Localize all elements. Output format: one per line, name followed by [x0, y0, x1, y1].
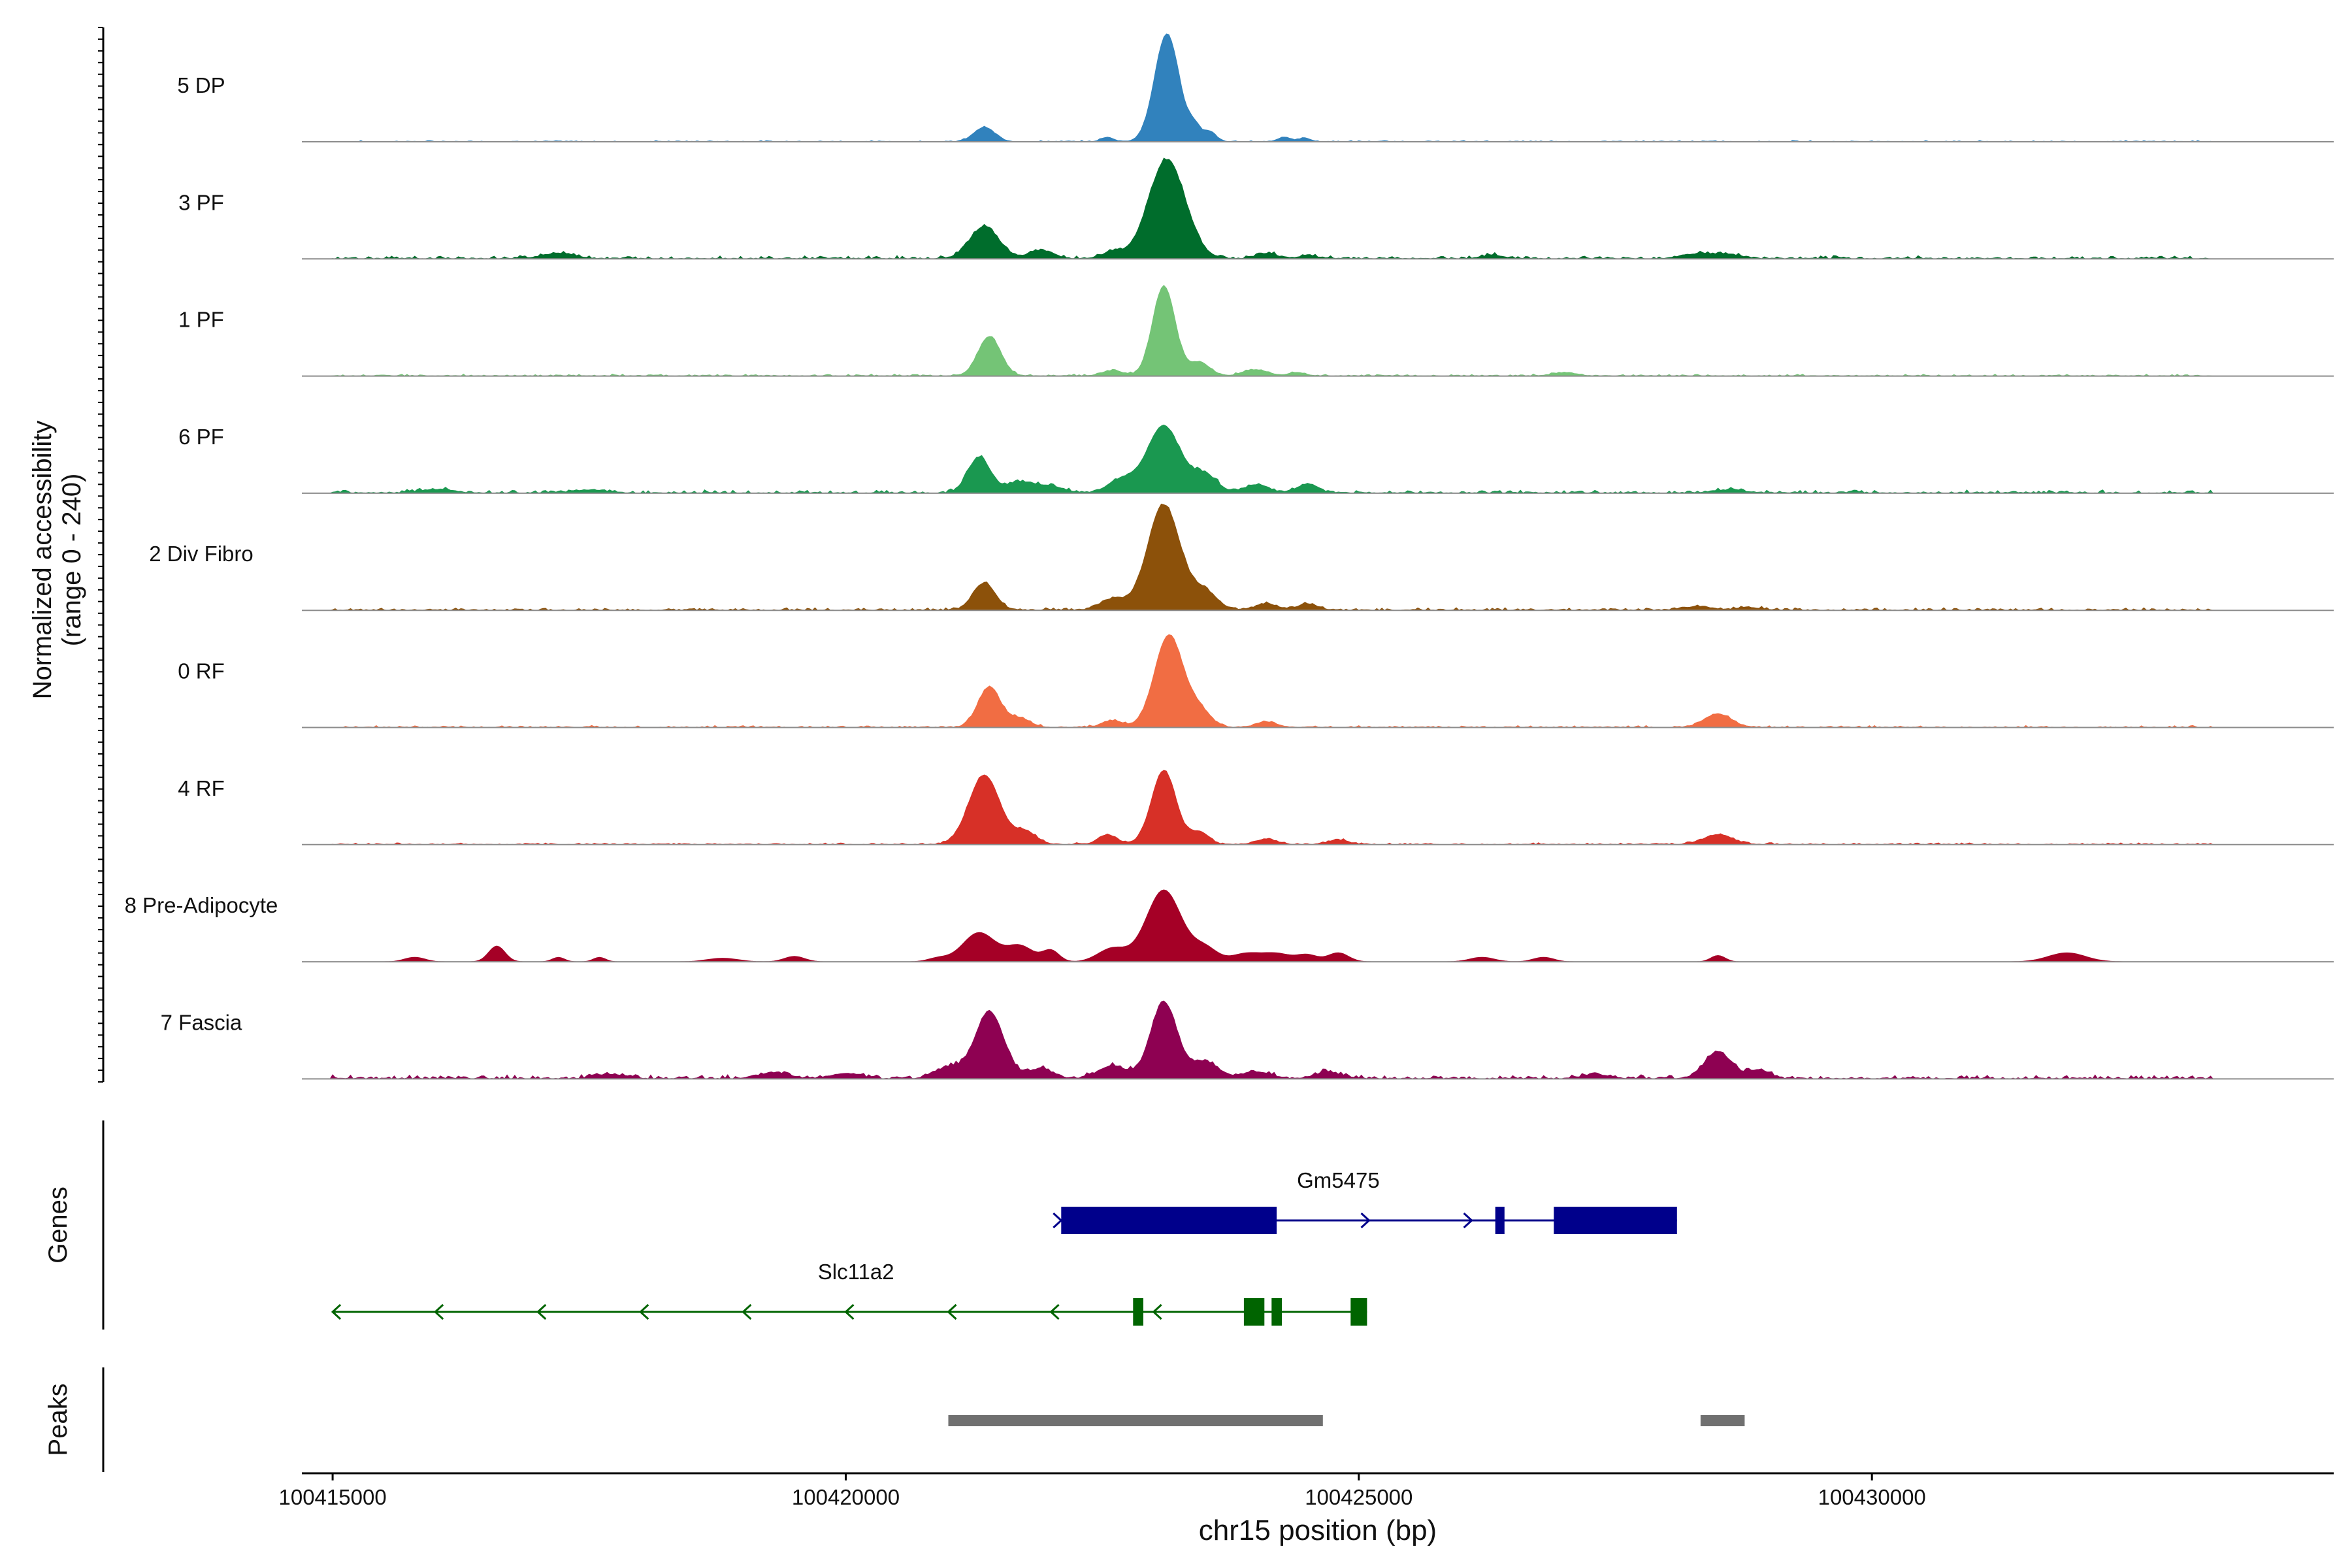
coverage-ylabel: Normalized accessibility [28, 421, 57, 700]
coverage-ylabel-range: (range 0 - 240) [57, 474, 86, 647]
exon [1495, 1207, 1505, 1234]
peak-region [1700, 1415, 1745, 1426]
coverage-tracks: 5 DP 3 PF 1 PF 6 PF 2 Div Fibro 0 RF 4 RF 8 Pre… [125, 33, 2334, 1080]
coverage-area [302, 889, 2242, 962]
track-2-div-fibro: 2 Div Fibro [149, 503, 2334, 612]
peaks-label: Peaks [44, 1383, 73, 1456]
track-3-pf: 3 PF [178, 157, 2334, 260]
track-label: 0 RF [178, 659, 225, 683]
track-0-rf: 0 RF [178, 634, 2334, 728]
coverage-y-ticks [98, 27, 103, 1083]
strand-arrow [331, 1303, 342, 1320]
coverage-area [302, 424, 2242, 494]
x-tick-label: 100425000 [1305, 1485, 1413, 1509]
strand-arrow [1463, 1212, 1473, 1229]
strand-arrow [1053, 1212, 1063, 1229]
track-label: 5 DP [177, 73, 225, 97]
track-1-pf: 1 PF [178, 284, 2334, 377]
exon [1133, 1298, 1143, 1326]
peak-region [948, 1415, 1323, 1426]
strand-arrow [947, 1303, 957, 1320]
coverage-y-axis [98, 27, 105, 1083]
x-axis-label: chr15 position (bp) [1199, 1514, 1437, 1546]
strand-arrow [1360, 1212, 1371, 1229]
coverage-area [302, 503, 2242, 611]
track-label: 7 Fascia [161, 1010, 242, 1034]
strand-arrow [639, 1303, 649, 1320]
track-label: 8 Pre-Adipocyte [125, 893, 278, 917]
track-7-fascia: 7 Fascia [161, 1000, 2334, 1080]
track-6-pf: 6 PF [178, 424, 2334, 494]
coverage-area [302, 284, 2242, 377]
strand-arrow [1049, 1303, 1060, 1320]
x-tick-label: 100430000 [1818, 1485, 1926, 1509]
track-8-pre-adipocyte: 8 Pre-Adipocyte [125, 889, 2334, 963]
coverage-area [302, 33, 2242, 142]
gene-tracks: Gm5475 Slc11a2 [331, 1168, 1677, 1326]
genes-panel: Genes Gm5475 Slc11a2 [44, 1120, 1677, 1330]
track-label: 4 RF [178, 776, 225, 800]
strand-arrow [742, 1303, 752, 1320]
track-label: 6 PF [178, 425, 224, 449]
x-ticks: 100415000 100420000 100425000 100430000 [279, 1473, 1926, 1509]
exon [1271, 1298, 1282, 1326]
coverage-area [302, 634, 2242, 728]
coverage-area [302, 770, 2242, 845]
genes-label: Genes [44, 1186, 73, 1264]
gene-slc11a2: Slc11a2 [331, 1260, 1367, 1326]
peak-regions [948, 1415, 1745, 1426]
exon [1243, 1298, 1265, 1326]
gene-name: Slc11a2 [818, 1260, 894, 1284]
track-label: 1 PF [178, 308, 224, 332]
track-4-rf: 4 RF [178, 770, 2334, 845]
exon [1061, 1207, 1277, 1234]
strand-arrow [536, 1303, 547, 1320]
x-tick-label: 100415000 [279, 1485, 387, 1509]
coverage-area [302, 157, 2242, 260]
strand-arrow [433, 1303, 444, 1320]
strand-arrow [844, 1303, 855, 1320]
peaks-panel: Peaks [44, 1367, 1745, 1472]
exon [1554, 1207, 1677, 1234]
strand-arrow [1152, 1303, 1162, 1320]
x-tick-label: 100420000 [792, 1485, 900, 1509]
track-5-dp: 5 DP [177, 33, 2334, 142]
exon [1350, 1298, 1367, 1326]
gene-gm5475: Gm5475 [1053, 1168, 1677, 1234]
coverage-area [302, 1000, 2242, 1080]
track-label: 2 Div Fibro [149, 542, 253, 566]
x-axis: 100415000 100420000 100425000 100430000 chr… [279, 1472, 2334, 1546]
track-label: 3 PF [178, 190, 224, 214]
gene-name: Gm5475 [1297, 1168, 1380, 1192]
